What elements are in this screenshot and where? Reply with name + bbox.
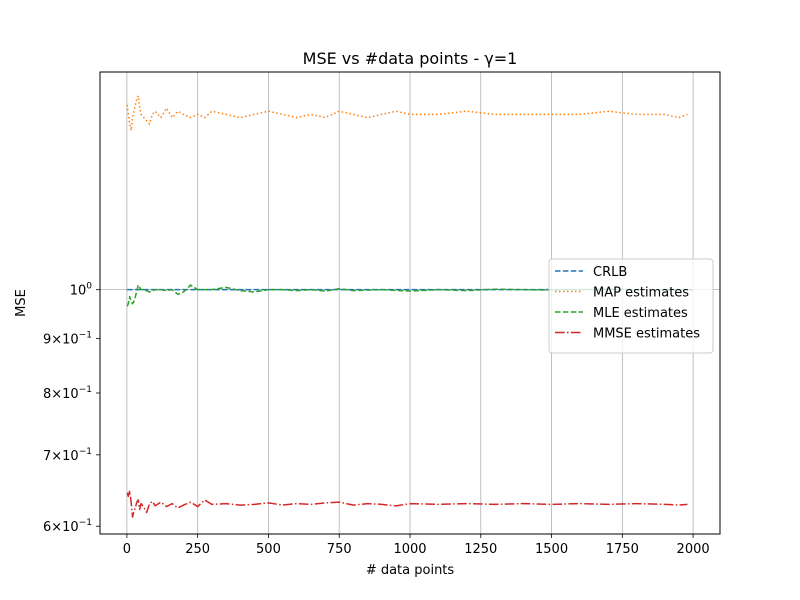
x-axis-ticks: 0 250 500 750 1000 1250 1500 1750 2000 <box>123 534 710 557</box>
y-tick-label: 100 <box>70 282 93 299</box>
series-lines <box>126 95 694 518</box>
y-tick-exponent: −1 <box>79 385 92 395</box>
y-axis-label: MSE <box>14 289 29 317</box>
x-tick-label: 250 <box>185 542 210 557</box>
legend-label: MLE estimates <box>593 306 688 321</box>
y-tick-label: 9×10−1 <box>43 330 92 347</box>
x-tick-label: 2000 <box>677 542 710 557</box>
chart-title: MSE vs #data points - γ=1 <box>303 49 518 68</box>
legend: CRLB MAP estimates MLE estimates MMSE estim… <box>548 258 714 354</box>
y-tick-exponent: −1 <box>79 518 92 528</box>
x-tick-label: 500 <box>256 542 281 557</box>
y-tick-exponent: 0 <box>86 282 92 292</box>
y-tick-base: 8×10 <box>43 387 79 402</box>
y-tick-base: 10 <box>70 284 87 299</box>
y-tick-base: 9×10 <box>43 332 79 347</box>
legend-label: CRLB <box>593 265 627 280</box>
x-tick-label: 1750 <box>606 542 639 557</box>
x-tick-label: 0 <box>123 542 131 557</box>
x-tick-label: 1500 <box>535 542 568 557</box>
legend-label: MMSE estimates <box>593 327 700 342</box>
legend-label: MAP estimates <box>593 286 689 301</box>
legend-box <box>548 258 714 354</box>
x-tick-label: 1250 <box>464 542 497 557</box>
x-tick-label: 1000 <box>393 542 426 557</box>
series-line-2 <box>126 95 688 132</box>
y-tick-label: 7×10−1 <box>43 447 92 464</box>
x-axis-label: # data points <box>366 563 455 578</box>
x-tick-label: 750 <box>327 542 352 557</box>
y-tick-base: 7×10 <box>43 449 79 464</box>
y-tick-base: 6×10 <box>43 520 79 535</box>
y-tick-label: 8×10−1 <box>43 385 92 402</box>
y-tick-exponent: −1 <box>79 330 92 340</box>
y-tick-label: 6×10−1 <box>43 518 92 535</box>
y-tick-exponent: −1 <box>79 447 92 457</box>
series-line-3 <box>126 284 688 307</box>
series-line-4 <box>126 489 688 518</box>
